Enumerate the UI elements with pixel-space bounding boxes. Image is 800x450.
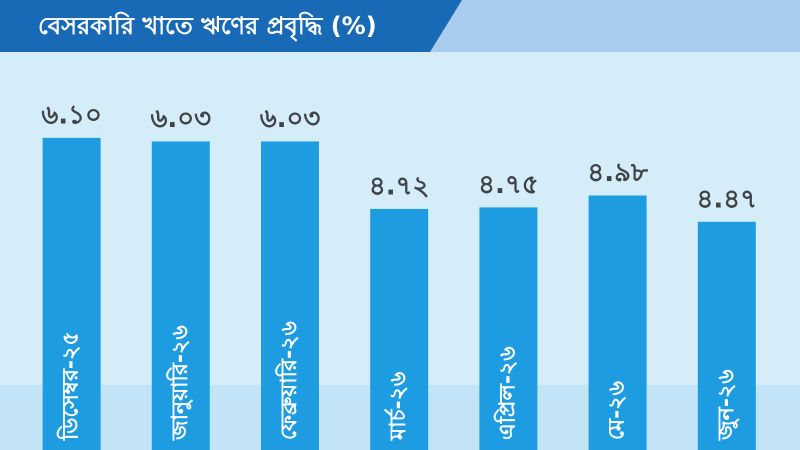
category-label: জুন-২৬ bbox=[714, 369, 741, 441]
bar bbox=[370, 208, 429, 450]
bar bbox=[42, 137, 101, 450]
bar bbox=[261, 141, 319, 450]
title-band bbox=[0, 0, 462, 52]
category-label: জানুয়ারি-২৬ bbox=[166, 325, 194, 441]
value-label: ৪.৪৭ bbox=[697, 184, 758, 214]
category-label: মার্চ-২৬ bbox=[383, 372, 411, 441]
chart-title: বেসরকারি খাতে ঋণের প্রবৃদ্ধি (%) bbox=[38, 11, 377, 42]
value-label: ৬.১০ bbox=[41, 100, 102, 130]
value-label: ৬.০৩ bbox=[260, 104, 321, 134]
value-label: ৪.৯৮ bbox=[587, 158, 649, 188]
bar bbox=[697, 221, 756, 450]
value-label: ৪.৭৫ bbox=[478, 170, 539, 200]
category-label: মে-২৬ bbox=[605, 381, 630, 440]
value-label: ৪.৭২ bbox=[369, 171, 430, 201]
bar bbox=[151, 141, 210, 450]
category-label: ফেব্রুয়ারি-২৬ bbox=[275, 321, 302, 440]
bar bbox=[479, 207, 538, 450]
category-label: ডিসেম্বর-২৫ bbox=[57, 331, 84, 441]
category-label: এপ্রিল-২৬ bbox=[493, 346, 520, 440]
bar bbox=[588, 195, 647, 450]
value-label: ৬.০৩ bbox=[151, 104, 212, 134]
